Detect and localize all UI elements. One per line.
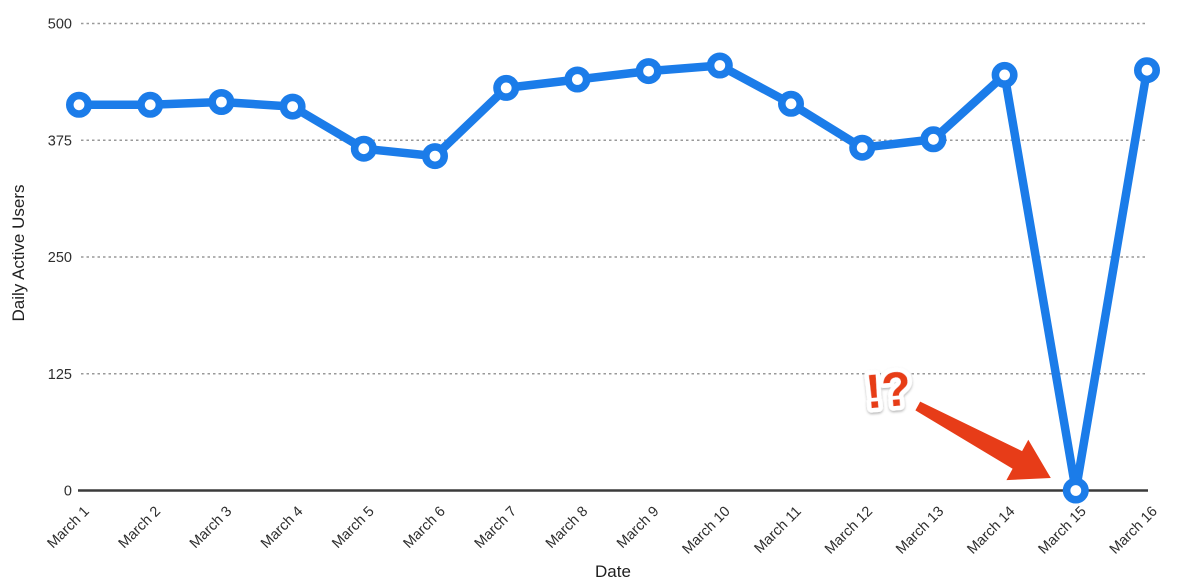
data-point-marker: [66, 91, 93, 118]
data-point-marker: [991, 61, 1018, 88]
anomaly-annotation: !?: [859, 358, 1051, 481]
data-point-marker: [849, 134, 876, 161]
x-tick-label: March 14: [964, 504, 1018, 558]
x-tick-label: March 2: [116, 504, 164, 552]
y-tick-label: 125: [48, 367, 72, 383]
data-point-marker: [1062, 477, 1089, 504]
x-tick-label: March 15: [1036, 504, 1090, 558]
x-tick-label: March 7: [472, 504, 520, 552]
data-point-marker: [279, 93, 306, 120]
data-point-marker: [208, 89, 235, 116]
data-point-marker: [350, 135, 377, 162]
series-line: [74, 61, 1152, 495]
x-tick-label: March 4: [258, 504, 306, 552]
gridlines: [81, 22, 1147, 375]
x-tick-label: March 13: [893, 504, 947, 558]
x-tick-label: March 6: [400, 504, 448, 552]
x-tick-label: March 16: [1107, 504, 1161, 558]
y-axis-tick-labels: 0 125 250 375 500: [48, 17, 72, 500]
data-point-marker: [137, 91, 164, 118]
x-axis-title: Date: [595, 562, 631, 581]
data-point-marker: [564, 66, 591, 93]
y-tick-label: 0: [64, 484, 72, 500]
x-tick-label: March 3: [187, 504, 235, 552]
x-tick-label: March 10: [680, 504, 734, 558]
x-tick-label: March 9: [614, 504, 662, 552]
x-tick-label: March 8: [543, 504, 591, 552]
data-point-marker: [421, 143, 448, 170]
annotation-text: !?: [864, 363, 914, 420]
x-tick-label: March 1: [44, 504, 92, 552]
x-axis-tick-labels: March 1 March 2 March 3 March 4 March 5 March…: [44, 504, 1160, 558]
y-tick-label: 375: [48, 133, 72, 149]
data-point-marker: [635, 58, 662, 85]
data-point-marker: [706, 52, 733, 79]
y-tick-label: 250: [48, 250, 72, 266]
x-tick-label: March 11: [752, 504, 805, 557]
data-point-marker: [493, 74, 520, 101]
data-point-marker: [920, 126, 947, 153]
y-axis-title: Daily Active Users: [9, 185, 28, 322]
data-point-marker: [1134, 57, 1161, 84]
x-tick-label: March 5: [329, 504, 377, 552]
arrow-down-right-icon: [915, 401, 1051, 481]
x-tick-label: March 12: [822, 504, 876, 558]
data-point-marker: [777, 90, 804, 117]
y-tick-label: 500: [48, 17, 72, 33]
data-series: [66, 52, 1161, 504]
